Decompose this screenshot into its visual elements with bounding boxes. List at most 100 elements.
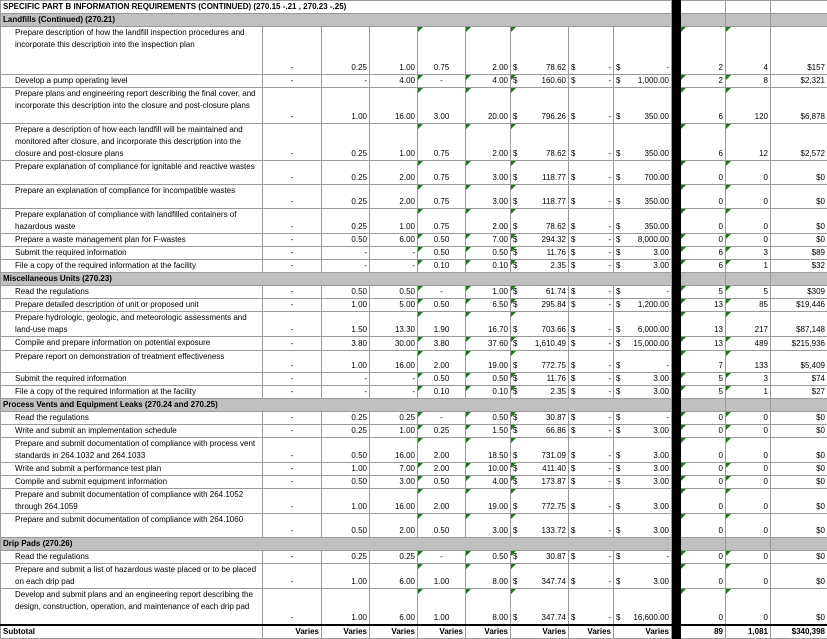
currency-symbol: $ [571, 412, 575, 424]
cell-value: $- [569, 260, 614, 273]
cell-value: $89 [771, 247, 827, 260]
cell-value: 1.00 [418, 564, 466, 589]
cell-value: 1.00 [370, 425, 418, 438]
cell-value: - [608, 149, 611, 158]
cell-value: $294.32 [511, 234, 569, 247]
separator-bar [672, 286, 681, 299]
currency-symbol: $ [571, 576, 575, 588]
cell-value: 0 [681, 161, 726, 185]
cell-value: 0 [726, 412, 771, 425]
currency-symbol: $ [571, 260, 575, 272]
cell-value: 6 [681, 124, 726, 161]
currency-symbol: $ [571, 338, 575, 350]
cell-value: - [608, 248, 611, 257]
cell-value: 1,200.00 [638, 300, 669, 309]
cell-value: - [263, 463, 322, 476]
cell-value: $3.00 [614, 489, 672, 514]
cell-value: 0 [681, 209, 726, 234]
row-description: Develop and submit plans and an engineer… [1, 589, 263, 625]
cell-value: 2.35 [550, 261, 566, 270]
separator-bar [672, 625, 681, 639]
cell-value: 0.50 [466, 373, 511, 386]
cell-value: $11.76 [511, 247, 569, 260]
cell-value: 3.00 [653, 502, 669, 511]
table-row: Prepare and submit documentation of comp… [1, 438, 827, 463]
cell-value: $87,148 [771, 312, 827, 337]
cell-value: $11.76 [511, 373, 569, 386]
cell-value: 1.00 [370, 209, 418, 234]
cell-value: Varies [263, 625, 322, 639]
currency-symbol: $ [571, 525, 575, 537]
currency-symbol: $ [616, 476, 620, 488]
cell-value: 0 [681, 551, 726, 564]
cell-value: - [608, 339, 611, 348]
currency-symbol: $ [616, 286, 620, 298]
separator-bar [672, 399, 681, 412]
cell-value: 6,000.00 [638, 325, 669, 334]
cell-value: - [263, 564, 322, 589]
cell-value: $- [569, 514, 614, 538]
separator-bar [672, 538, 681, 551]
cell-value: 2 [681, 27, 726, 75]
separator-bar [672, 412, 681, 425]
currency-symbol: $ [616, 196, 620, 208]
currency-symbol: $ [616, 338, 620, 350]
cell-value: $0 [771, 551, 827, 564]
currency-symbol: $ [571, 501, 575, 513]
row-description: Prepare hydrologic, geologic, and meteor… [1, 312, 263, 337]
table-row: Prepare a description of how each landfi… [1, 124, 827, 161]
cell-value: 0 [726, 185, 771, 209]
cell-value: $0 [771, 514, 827, 538]
separator-bar [672, 14, 681, 27]
table-row: Prepare explanation of compliance with l… [1, 209, 827, 234]
currency-symbol: $ [616, 525, 620, 537]
cell-value: $3.00 [614, 386, 672, 399]
cell-value: $- [569, 551, 614, 564]
cell-value: $772.75 [511, 351, 569, 373]
subtotal-label: Subtotal [1, 625, 263, 639]
row-description: Prepare explanation of compliance with l… [1, 209, 263, 234]
separator-bar [672, 463, 681, 476]
cell-value: 0.25 [322, 551, 370, 564]
separator-bar [672, 161, 681, 185]
currency-symbol: $ [616, 412, 620, 424]
cell-value: 3.00 [418, 88, 466, 124]
cell-value: $796.26 [511, 88, 569, 124]
currency-symbol: $ [616, 576, 620, 588]
cell-value: 1.90 [418, 312, 466, 337]
cell-value: 78.62 [546, 149, 566, 158]
cell-value: - [263, 209, 322, 234]
cell-value: - [322, 260, 370, 273]
cell-value: 0 [681, 589, 726, 625]
cell-value: $340,398 [771, 625, 827, 639]
cell-value: 16.00 [370, 489, 418, 514]
table-row: Develop and submit plans and an engineer… [1, 589, 827, 625]
cell-value: - [263, 438, 322, 463]
cell-value: - [608, 477, 611, 486]
cell-value: $- [569, 247, 614, 260]
cell-value: Varies [418, 625, 466, 639]
cell-value: - [263, 234, 322, 247]
cell-value: $- [614, 27, 672, 75]
table-row: File a copy of the required information … [1, 260, 827, 273]
separator-bar [672, 589, 681, 625]
currency-symbol: $ [616, 324, 620, 336]
cell-value: 0.75 [418, 161, 466, 185]
table-row: Prepare and submit a list of hazardous w… [1, 564, 827, 589]
cell-value: $2.35 [511, 386, 569, 399]
cell-value: $- [569, 425, 614, 438]
cell-value: 30.00 [370, 337, 418, 351]
cell-value: $- [569, 463, 614, 476]
currency-symbol: $ [571, 450, 575, 462]
cell-value: 3.00 [466, 185, 511, 209]
cell-value: $0 [771, 425, 827, 438]
cell-value: - [608, 451, 611, 460]
cell-value: $- [569, 589, 614, 625]
cell-value: 0 [726, 476, 771, 489]
cell-value: - [608, 222, 611, 231]
cell-value: $3.00 [614, 425, 672, 438]
cell-value: $- [569, 299, 614, 312]
cell-value: - [322, 373, 370, 386]
currency-symbol: $ [513, 148, 517, 160]
cell-value: $78.62 [511, 124, 569, 161]
